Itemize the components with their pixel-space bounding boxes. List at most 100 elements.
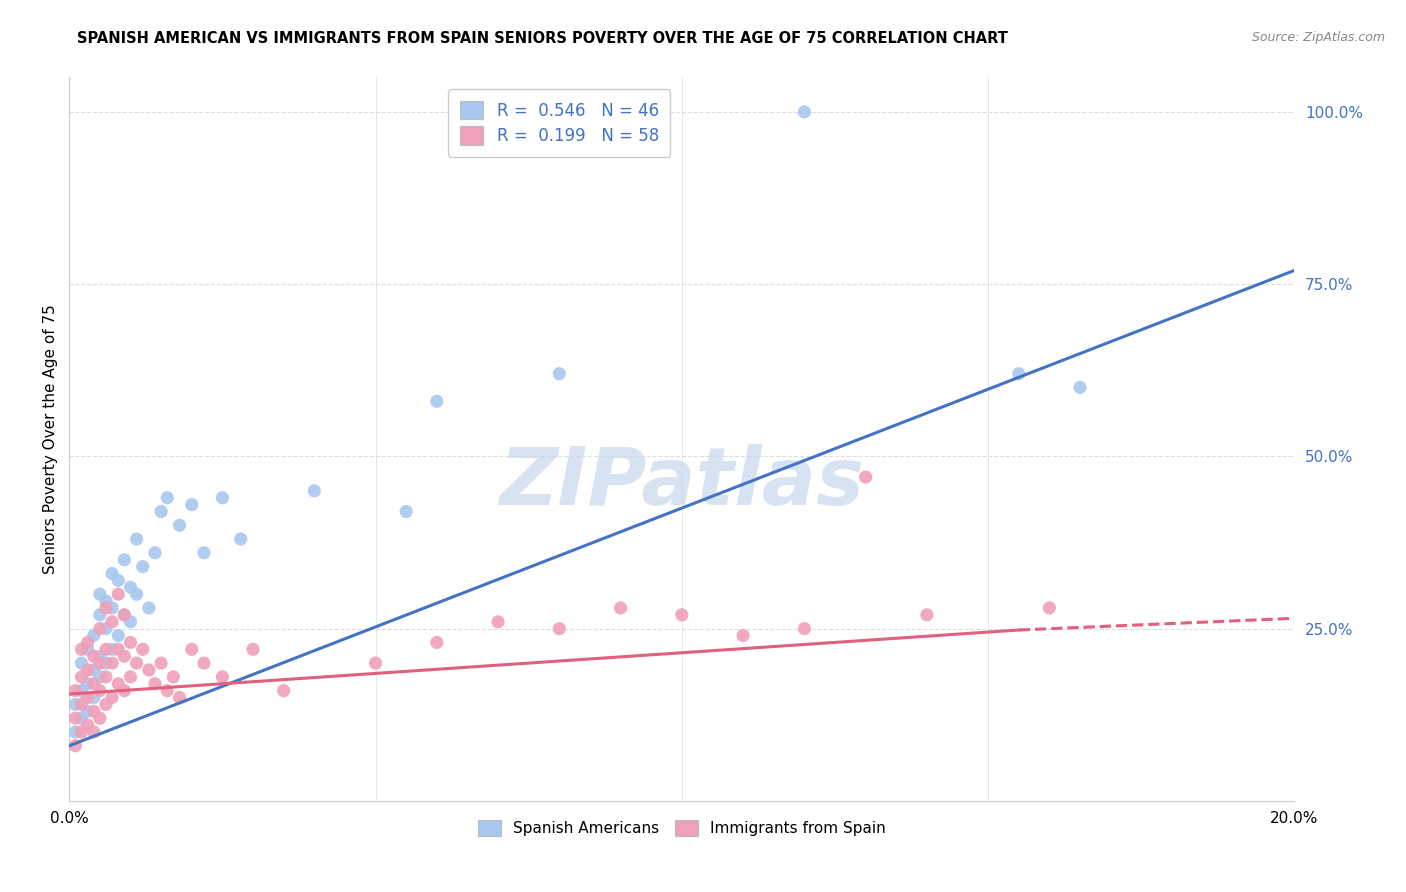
- Point: [76, 718, 98, 732]
- Point: [107, 574, 129, 588]
- Text: ZIPatlas: ZIPatlas: [499, 443, 865, 522]
- Point: [83, 649, 105, 664]
- Point: [76, 642, 98, 657]
- Point: [94, 601, 117, 615]
- Point: [120, 580, 142, 594]
- Point: [112, 683, 135, 698]
- Point: [193, 656, 215, 670]
- Point: [1008, 367, 1031, 381]
- Point: [101, 690, 124, 705]
- Point: [89, 649, 111, 664]
- Point: [70, 698, 93, 712]
- Point: [76, 690, 98, 705]
- Point: [150, 656, 173, 670]
- Text: Source: ZipAtlas.com: Source: ZipAtlas.com: [1251, 31, 1385, 45]
- Point: [94, 698, 117, 712]
- Point: [83, 704, 105, 718]
- Point: [70, 711, 93, 725]
- Point: [89, 607, 111, 622]
- Point: [793, 622, 815, 636]
- Point: [76, 635, 98, 649]
- Point: [89, 670, 111, 684]
- Point: [94, 642, 117, 657]
- Point: [156, 491, 179, 505]
- Text: SPANISH AMERICAN VS IMMIGRANTS FROM SPAIN SENIORS POVERTY OVER THE AGE OF 75 COR: SPANISH AMERICAN VS IMMIGRANTS FROM SPAI…: [77, 31, 1008, 46]
- Point: [89, 683, 111, 698]
- Point: [229, 532, 252, 546]
- Point: [70, 656, 93, 670]
- Point: [89, 622, 111, 636]
- Point: [426, 635, 449, 649]
- Point: [304, 483, 326, 498]
- Point: [76, 704, 98, 718]
- Point: [138, 663, 160, 677]
- Point: [169, 518, 191, 533]
- Point: [143, 546, 166, 560]
- Point: [65, 725, 87, 739]
- Point: [65, 711, 87, 725]
- Point: [548, 622, 571, 636]
- Point: [107, 642, 129, 657]
- Point: [180, 642, 202, 657]
- Point: [101, 615, 124, 629]
- Point: [211, 491, 233, 505]
- Point: [120, 635, 142, 649]
- Point: [915, 607, 938, 622]
- Point: [548, 367, 571, 381]
- Point: [138, 601, 160, 615]
- Point: [94, 670, 117, 684]
- Point: [156, 683, 179, 698]
- Point: [150, 504, 173, 518]
- Point: [120, 615, 142, 629]
- Point: [70, 642, 93, 657]
- Point: [112, 607, 135, 622]
- Point: [273, 683, 295, 698]
- Point: [107, 587, 129, 601]
- Point: [83, 628, 105, 642]
- Point: [1038, 601, 1060, 615]
- Point: [76, 677, 98, 691]
- Point: [112, 649, 135, 664]
- Point: [70, 725, 93, 739]
- Point: [83, 690, 105, 705]
- Point: [83, 725, 105, 739]
- Point: [143, 677, 166, 691]
- Point: [395, 504, 418, 518]
- Point: [609, 601, 631, 615]
- Point: [211, 670, 233, 684]
- Point: [76, 663, 98, 677]
- Point: [1069, 380, 1091, 394]
- Point: [733, 628, 755, 642]
- Point: [242, 642, 264, 657]
- Point: [65, 739, 87, 753]
- Point: [107, 677, 129, 691]
- Point: [132, 559, 155, 574]
- Point: [89, 656, 111, 670]
- Point: [162, 670, 184, 684]
- Point: [426, 394, 449, 409]
- Point: [94, 656, 117, 670]
- Point: [486, 615, 509, 629]
- Point: [94, 622, 117, 636]
- Point: [65, 698, 87, 712]
- Point: [112, 607, 135, 622]
- Point: [125, 587, 148, 601]
- Point: [101, 601, 124, 615]
- Point: [120, 670, 142, 684]
- Point: [107, 628, 129, 642]
- Point: [70, 683, 93, 698]
- Point: [125, 532, 148, 546]
- Point: [671, 607, 693, 622]
- Point: [112, 553, 135, 567]
- Point: [132, 642, 155, 657]
- Point: [70, 670, 93, 684]
- Point: [101, 656, 124, 670]
- Point: [94, 594, 117, 608]
- Point: [125, 656, 148, 670]
- Point: [193, 546, 215, 560]
- Point: [169, 690, 191, 705]
- Point: [89, 587, 111, 601]
- Point: [101, 566, 124, 581]
- Point: [89, 711, 111, 725]
- Point: [364, 656, 387, 670]
